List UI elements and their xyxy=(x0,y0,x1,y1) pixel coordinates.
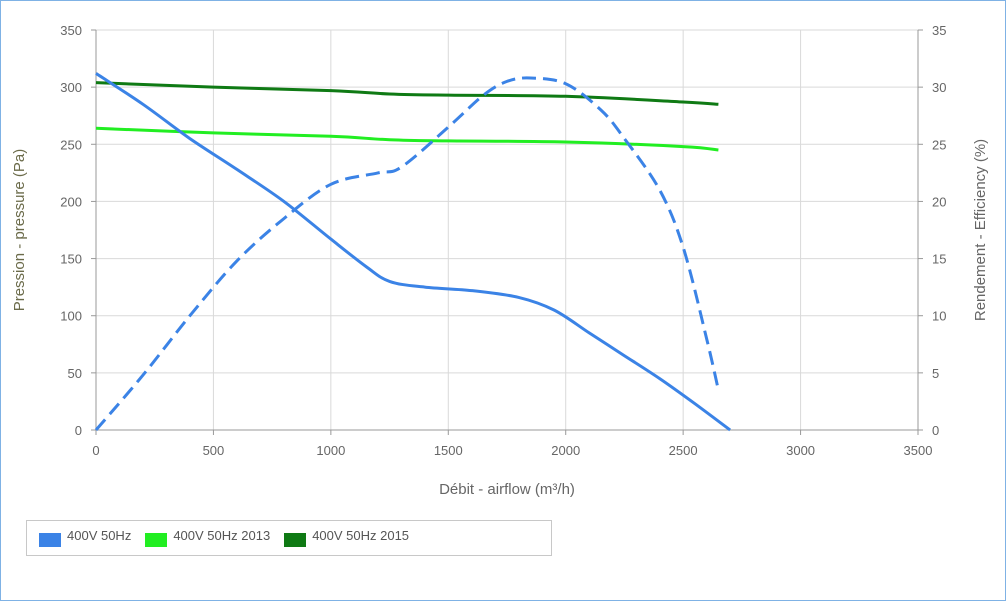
y-left-tick-label: 250 xyxy=(60,137,82,152)
y-right-tick-label: 20 xyxy=(932,194,946,209)
legend-label-series-3: 400V 50Hz 2015 xyxy=(312,527,410,543)
y-left-axis-title: Pression - pressure (Pa) xyxy=(11,149,28,312)
legend-label-series-2: 400V 50Hz 2013 xyxy=(173,527,271,543)
x-tick-label: 3500 xyxy=(904,443,933,458)
series-line-4[interactable] xyxy=(95,81,719,106)
x-axis-title: Débit - airflow (m³/h) xyxy=(439,481,575,498)
y-left-tick-label: 0 xyxy=(75,423,82,438)
legend-label-series-1: 400V 50Hz xyxy=(67,527,132,543)
legend-item-series-3[interactable]: 400V 50Hz 2015 xyxy=(284,527,410,547)
chart-legend: 400V 50Hz 400V 50Hz 2013 400V 50Hz 2015 xyxy=(26,520,552,556)
x-tick-label: 0 xyxy=(92,443,99,458)
y-right-tick-label: 35 xyxy=(932,23,946,38)
y-left-tick-label: 50 xyxy=(68,366,82,381)
x-tick-label: 1500 xyxy=(434,443,463,458)
x-tick-label: 3000 xyxy=(786,443,815,458)
y-right-tick-label: 25 xyxy=(932,137,946,152)
legend-swatch-series-2 xyxy=(145,533,168,547)
series-line-1[interactable] xyxy=(95,72,731,432)
y-right-tick-label: 5 xyxy=(932,366,939,381)
y-right-tick-label: 0 xyxy=(932,423,939,438)
y-right-tick-label: 10 xyxy=(932,309,946,324)
y-left-tick-label: 100 xyxy=(60,309,82,324)
y-left-tick-label: 350 xyxy=(60,23,82,38)
y-right-tick-label: 30 xyxy=(932,80,946,95)
series-layer xyxy=(94,72,731,432)
legend-swatch-series-1 xyxy=(39,533,61,547)
series-line-2-efficiency[interactable] xyxy=(94,76,720,431)
y-right-axis-title: Rendement - Efficiency (%) xyxy=(972,139,989,321)
x-tick-label: 2500 xyxy=(669,443,698,458)
y-right-tick-label: 15 xyxy=(932,252,946,267)
x-tick-label: 1000 xyxy=(316,443,345,458)
series-line-3[interactable] xyxy=(95,126,719,152)
legend-swatch-series-3 xyxy=(284,533,307,547)
legend-item-series-2[interactable]: 400V 50Hz 2013 xyxy=(145,527,271,547)
y-left-tick-label: 200 xyxy=(60,194,82,209)
x-tick-label: 500 xyxy=(203,443,225,458)
y-left-tick-label: 300 xyxy=(60,80,82,95)
x-tick-label: 2000 xyxy=(551,443,580,458)
legend-item-series-1[interactable]: 400V 50Hz xyxy=(39,527,132,547)
y-left-tick-label: 150 xyxy=(60,252,82,267)
grid-layer xyxy=(95,29,919,431)
